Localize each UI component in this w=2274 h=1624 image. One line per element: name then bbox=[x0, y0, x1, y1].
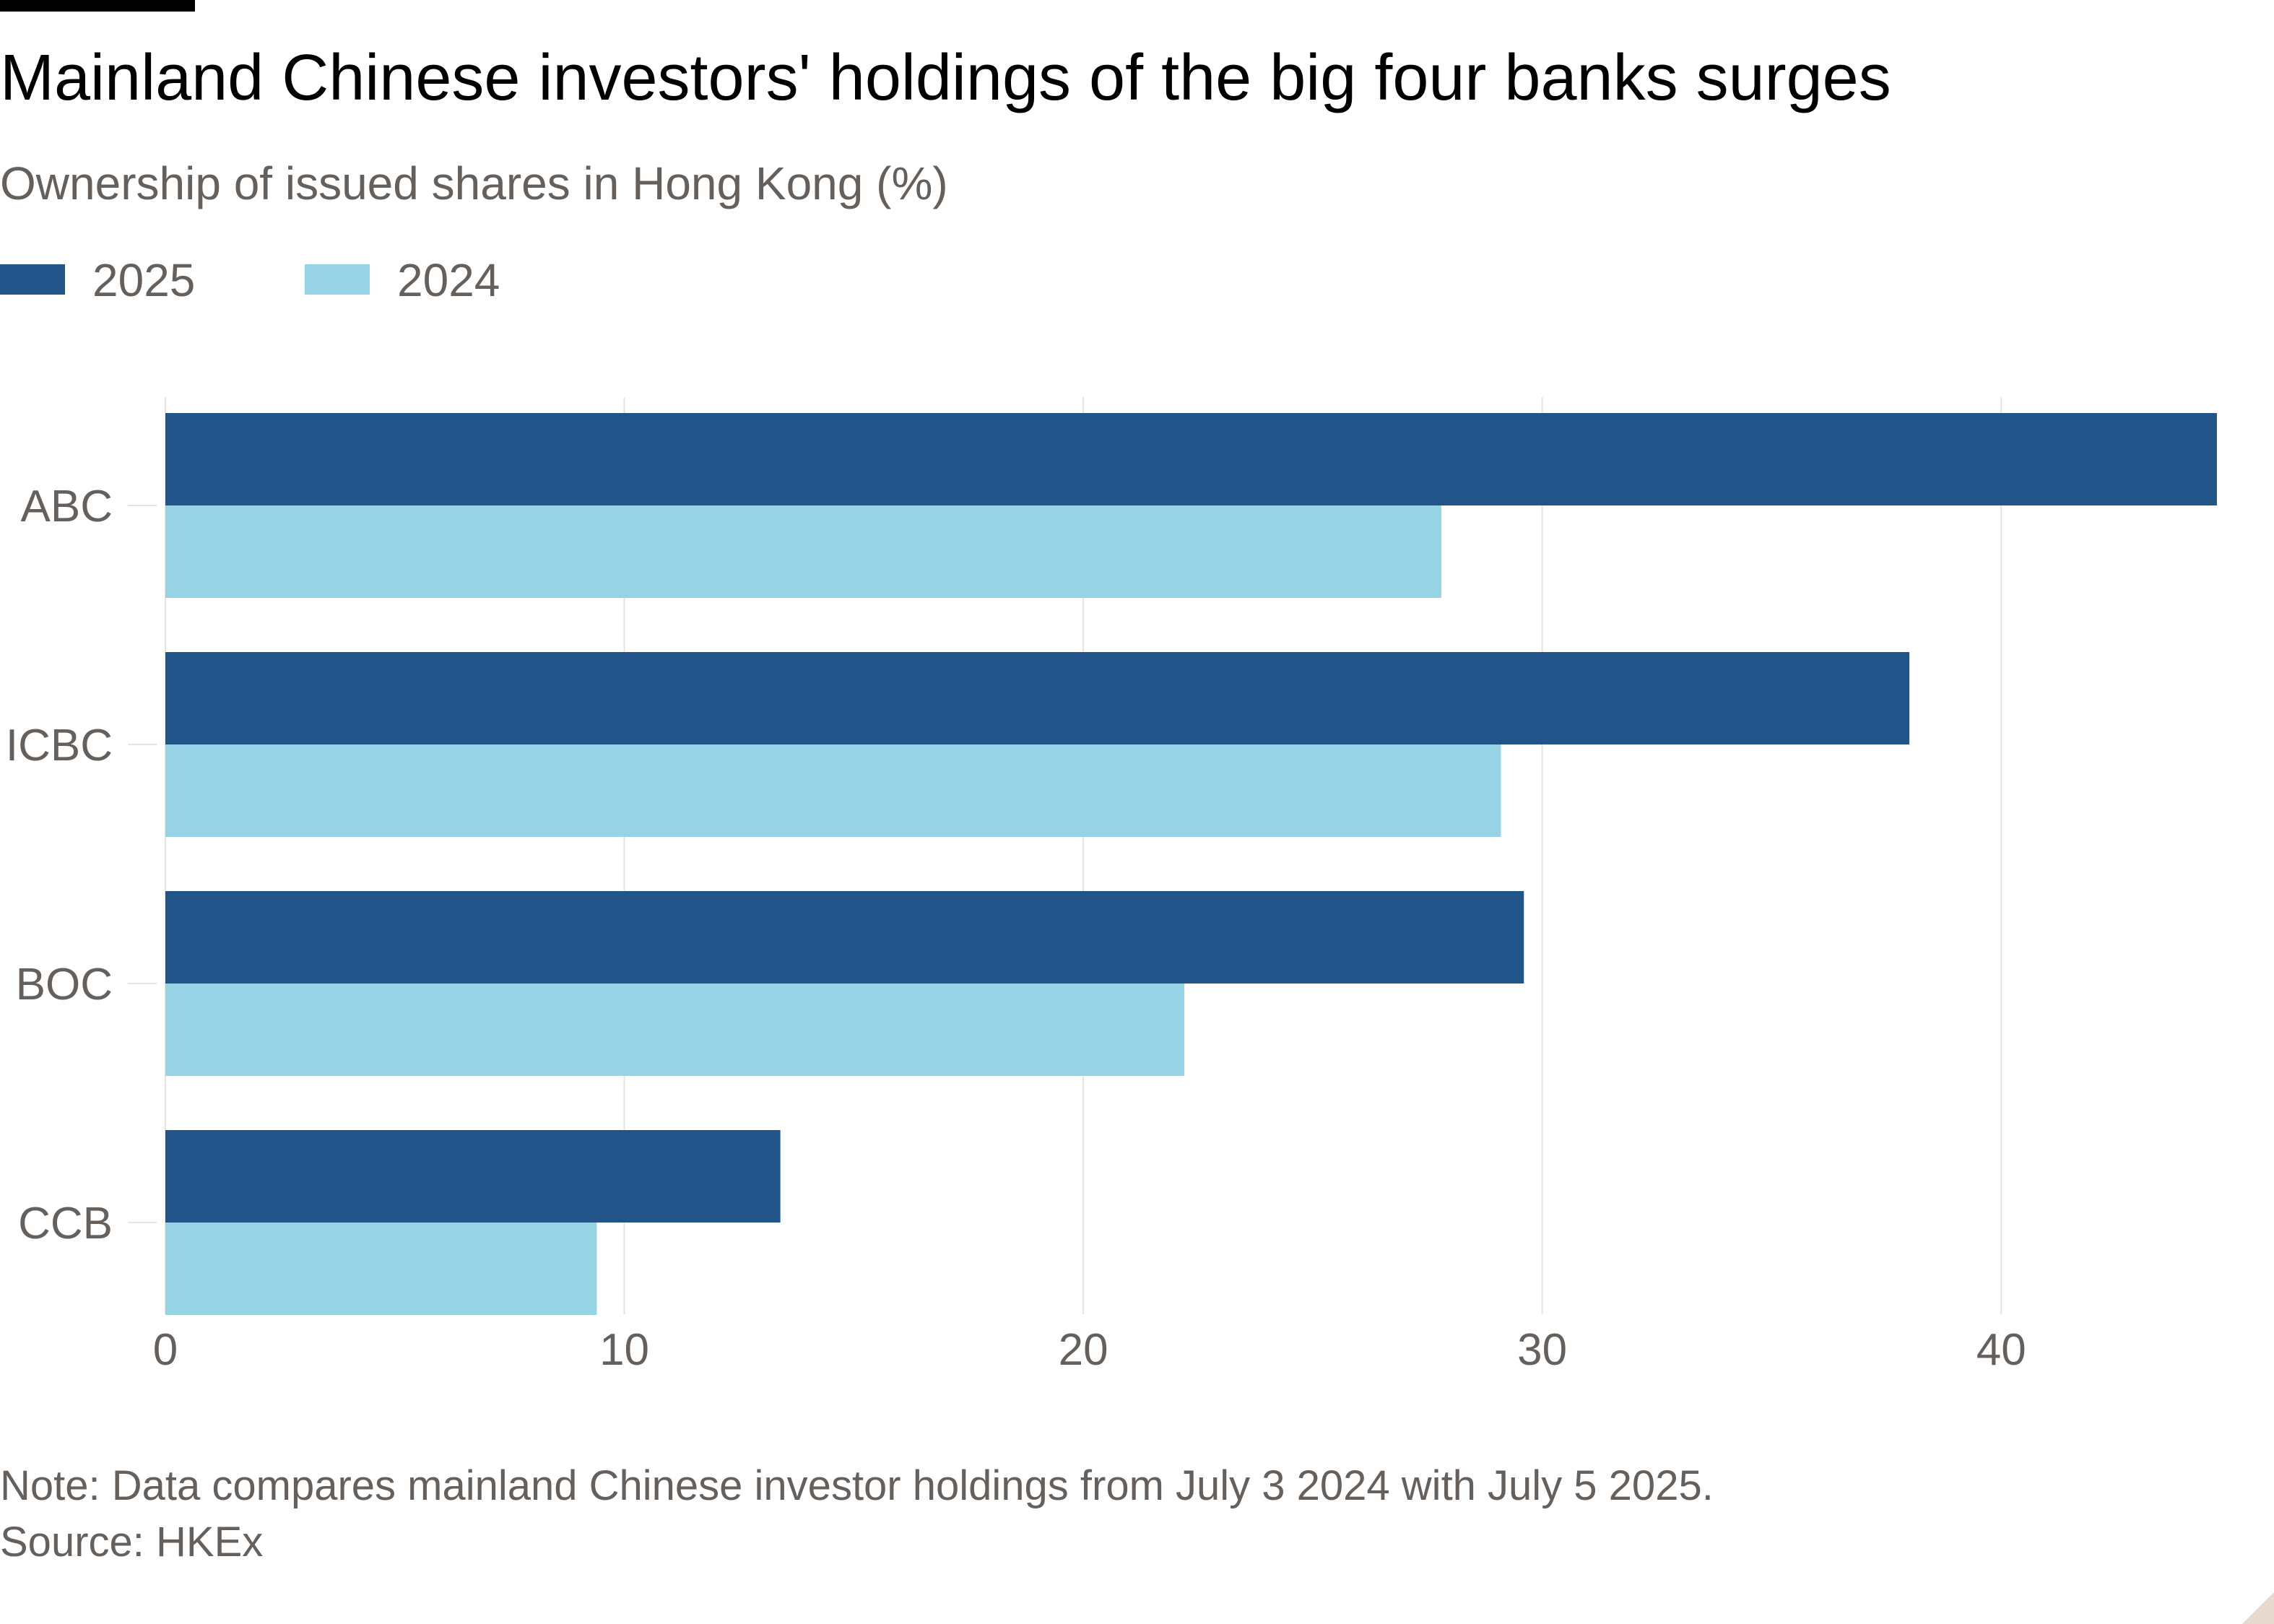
x-tick-label-30: 30 bbox=[1517, 1325, 1567, 1375]
y-tick-label-boc: BOC bbox=[16, 960, 113, 1009]
chart-source: Source: HKEx bbox=[0, 1519, 264, 1566]
bar-ccb-2024 bbox=[165, 1223, 597, 1315]
legend-label-2024: 2024 bbox=[397, 254, 500, 306]
y-tick-label-icbc: ICBC bbox=[6, 721, 113, 770]
bar-boc-2025 bbox=[165, 891, 1524, 983]
x-tick-label-10: 10 bbox=[599, 1325, 649, 1375]
corner-mark bbox=[2242, 1592, 2274, 1624]
bar-ccb-2025 bbox=[165, 1130, 781, 1223]
chart-note: Note: Data compares mainland Chinese inv… bbox=[0, 1462, 1714, 1509]
legend-swatch-2024 bbox=[305, 264, 370, 295]
bar-abc-2025 bbox=[165, 413, 2217, 505]
top-accent-bar bbox=[0, 0, 195, 12]
chart-title: Mainland Chinese investors' holdings of … bbox=[0, 42, 1891, 114]
x-tick-label-20: 20 bbox=[1059, 1325, 1108, 1375]
x-tick-label-40: 40 bbox=[1976, 1325, 2026, 1375]
legend-label-2025: 2025 bbox=[92, 254, 196, 306]
bar-abc-2024 bbox=[165, 505, 1441, 598]
x-tick-label-0: 0 bbox=[153, 1325, 178, 1375]
y-tick-label-ccb: CCB bbox=[18, 1199, 113, 1249]
chart-subtitle: Ownership of issued shares in Hong Kong … bbox=[0, 157, 948, 209]
y-tick-label-abc: ABC bbox=[21, 482, 113, 531]
bar-icbc-2024 bbox=[165, 744, 1501, 837]
bar-icbc-2025 bbox=[165, 652, 1910, 744]
bar-boc-2024 bbox=[165, 983, 1184, 1076]
legend-swatch-2025 bbox=[0, 264, 65, 295]
